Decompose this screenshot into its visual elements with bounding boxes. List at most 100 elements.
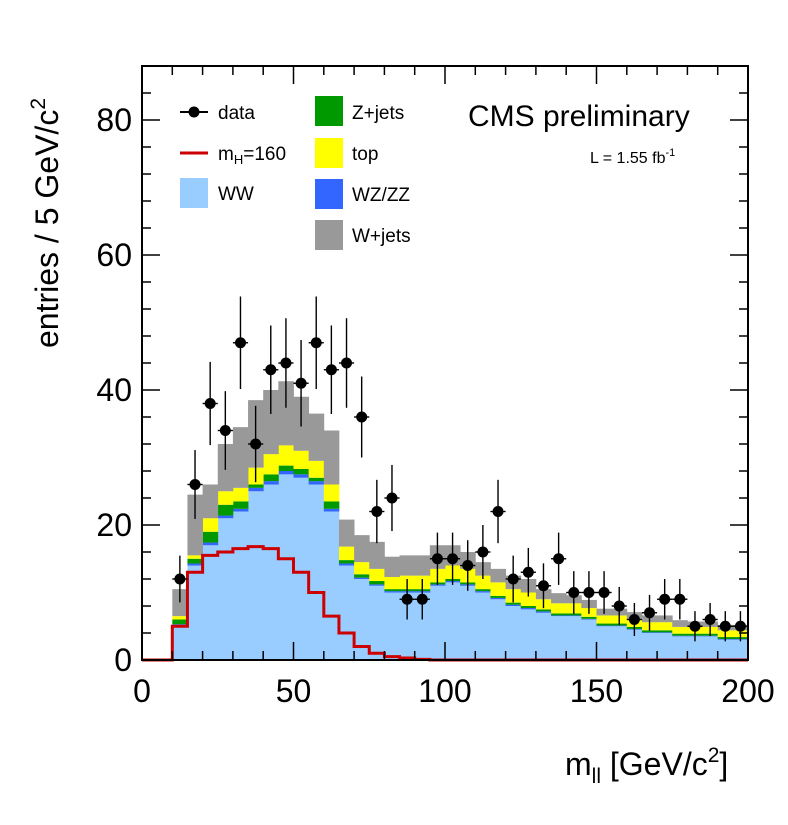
bar-ww xyxy=(641,633,658,660)
bar-z-jets xyxy=(384,589,400,592)
data-point xyxy=(217,391,233,470)
stacked-histogram xyxy=(172,381,749,660)
legend-label-ww: WW xyxy=(218,184,254,205)
data-point xyxy=(551,532,567,585)
bar-wz-zz xyxy=(672,635,688,637)
bar-top xyxy=(657,622,673,631)
bar-z-jets xyxy=(369,581,385,585)
bar-z-jets xyxy=(248,484,264,488)
legend-item-wjets: W+jets xyxy=(315,220,411,250)
bar-z-jets xyxy=(308,477,325,482)
bar-top xyxy=(187,555,203,559)
data-point xyxy=(505,555,521,603)
bar-ww xyxy=(717,639,734,660)
bar-wz-zz xyxy=(384,591,400,593)
data-point xyxy=(445,532,461,585)
bar-ww xyxy=(732,639,749,660)
data-point xyxy=(520,547,536,597)
bar-z-jets xyxy=(202,531,219,543)
bar-z-jets xyxy=(657,630,673,633)
bar-wz-zz xyxy=(263,481,279,485)
data-point xyxy=(672,579,688,620)
bar-z-jets xyxy=(490,595,506,598)
bar-ww xyxy=(354,579,370,660)
data-point xyxy=(323,325,339,415)
bar-z-jets xyxy=(581,616,597,619)
data-points xyxy=(172,296,748,642)
data-point xyxy=(611,586,627,626)
bar-w-jets xyxy=(369,541,385,569)
data-point xyxy=(414,579,430,620)
bar-wz-zz xyxy=(278,471,294,475)
legend-item-data: data xyxy=(180,103,255,124)
x-tick-label: 100 xyxy=(418,673,471,709)
bar-top xyxy=(338,546,355,561)
bar-z-jets xyxy=(217,504,234,516)
bar-z-jets xyxy=(232,501,249,509)
bar-ww xyxy=(460,585,476,660)
legend-item-zjets: Z+jets xyxy=(315,96,404,126)
data-point xyxy=(187,450,203,519)
bar-top xyxy=(354,562,370,575)
bar-z-jets xyxy=(672,633,688,636)
bar-ww xyxy=(657,633,673,660)
data-point xyxy=(354,376,370,458)
legend-label-wzzz: WZ/ZZ xyxy=(352,185,410,206)
data-point xyxy=(338,318,355,408)
data-point xyxy=(626,602,642,637)
bar-wz-zz xyxy=(338,563,355,566)
y-axis-label: entries / 5 GeV/c2 xyxy=(27,98,65,348)
bar-w-jets xyxy=(490,568,506,583)
bar-top xyxy=(308,460,325,478)
legend-item-wzzz: WZ/ZZ xyxy=(315,179,410,209)
bar-ww xyxy=(202,545,219,660)
bar-ww xyxy=(702,636,719,660)
bar-ww xyxy=(535,612,552,660)
data-point xyxy=(475,525,491,579)
bar-top xyxy=(232,487,249,502)
legend-label-signal: mH=160 xyxy=(218,144,286,167)
bar-ww xyxy=(490,599,506,660)
data-point xyxy=(308,296,324,390)
bar-w-jets xyxy=(551,593,567,604)
bar-wz-zz xyxy=(202,542,219,546)
bar-ww xyxy=(323,511,340,660)
data-point xyxy=(717,611,733,642)
bar-wz-zz xyxy=(490,597,506,600)
bar-wz-zz xyxy=(429,584,446,586)
legend-label-top: top xyxy=(352,144,378,165)
bar-w-jets xyxy=(414,555,431,576)
legend: data mH=160 WW Z+jets top WZ/ZZ W+jets xyxy=(180,96,411,250)
y-tick-label: 0 xyxy=(114,642,132,678)
legend-item-top: top xyxy=(315,138,378,168)
bar-wz-zz xyxy=(475,591,491,593)
data-point xyxy=(202,361,218,446)
bar-ww xyxy=(217,518,234,660)
bar-ww xyxy=(581,619,597,660)
bar-z-jets xyxy=(535,609,552,612)
bar-wz-zz xyxy=(323,508,340,512)
bar-ww xyxy=(566,616,582,660)
legend-label-data: data xyxy=(218,103,255,124)
data-point xyxy=(490,479,506,544)
luminosity-label: L = 1.55 fb-1 xyxy=(590,147,675,167)
data-point xyxy=(702,602,718,637)
axes: 0 50 100 150 200 0 20 40 60 80 xyxy=(96,65,775,709)
bar-ww xyxy=(384,592,400,660)
bar-z-jets xyxy=(641,630,658,633)
y-tick-label: 20 xyxy=(96,507,132,543)
data-point xyxy=(687,611,703,642)
bar-top xyxy=(672,626,688,634)
bar-ww xyxy=(172,626,188,660)
bar-w-jets xyxy=(172,589,188,617)
bar-top xyxy=(551,603,567,614)
bar-wz-zz xyxy=(641,632,658,633)
bar-w-jets xyxy=(399,555,416,576)
bar-z-jets xyxy=(505,602,522,605)
data-point xyxy=(384,464,400,532)
bar-w-jets xyxy=(263,390,279,455)
bar-ww xyxy=(232,511,249,660)
bar-w-jets xyxy=(308,413,325,461)
data-point xyxy=(172,555,188,603)
bar-ww xyxy=(414,592,431,660)
